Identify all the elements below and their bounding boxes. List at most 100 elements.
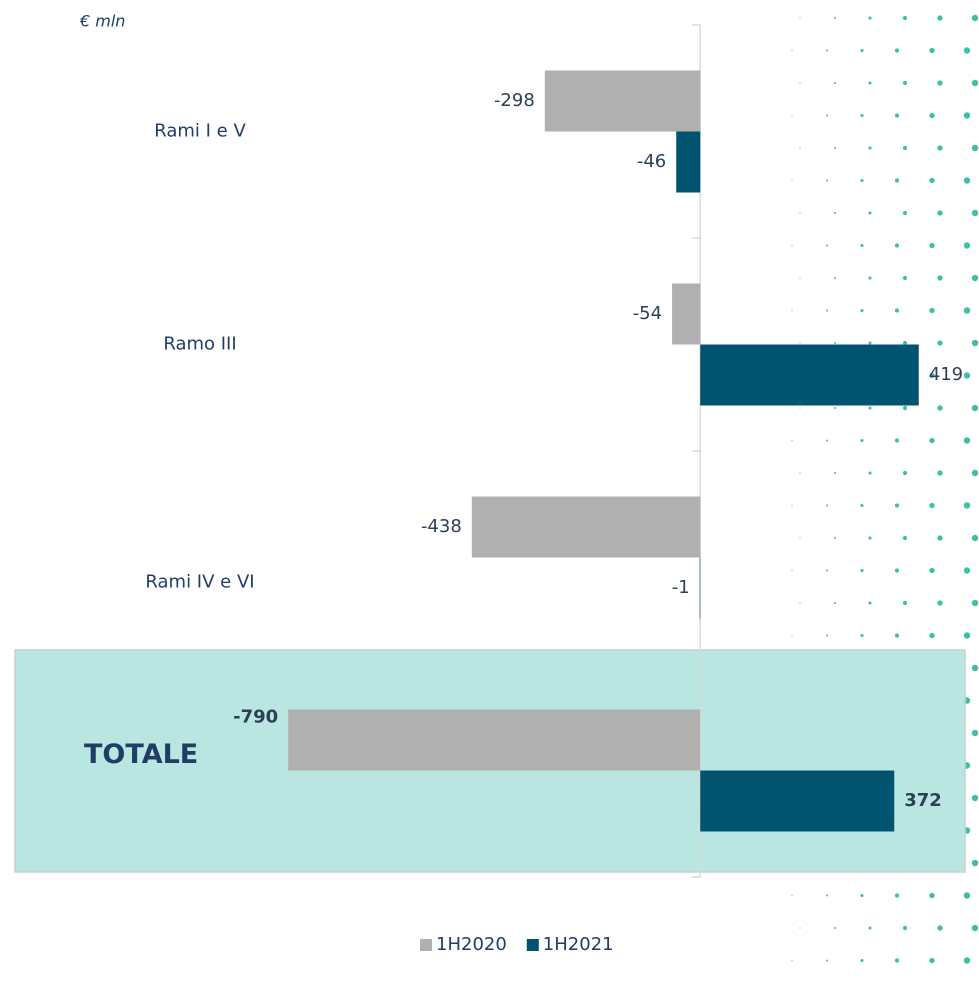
decoration-dot — [972, 470, 978, 476]
decoration-dot — [799, 537, 800, 538]
decoration-dot — [868, 146, 871, 149]
decoration-dot — [937, 210, 942, 215]
decoration-dot — [799, 407, 800, 408]
decoration-dot — [868, 601, 871, 604]
category-label: Rami IV e VI — [145, 572, 254, 593]
decoration-dot — [937, 340, 942, 345]
decoration-dot — [929, 243, 934, 248]
decoration-dot — [868, 471, 871, 474]
decoration-dot — [834, 472, 836, 474]
decoration-dot — [868, 276, 871, 279]
decoration-dot — [972, 80, 978, 86]
decoration-dot — [937, 275, 942, 280]
decoration-dot — [964, 957, 970, 963]
value-label: -438 — [421, 516, 462, 537]
decoration-dot — [860, 114, 863, 117]
value-label: 372 — [904, 790, 942, 811]
decoration-dot — [826, 180, 828, 182]
decoration-dot — [937, 80, 942, 85]
decoration-dot — [834, 82, 836, 84]
decoration-dot — [868, 341, 871, 344]
decoration-dot — [799, 602, 800, 603]
decoration-dot — [929, 48, 934, 53]
decoration-dot — [860, 959, 863, 962]
decoration-dot — [937, 15, 942, 20]
legend-label: 1H2020 — [436, 934, 507, 955]
decoration-dot — [903, 211, 907, 215]
decoration-dot — [895, 308, 899, 312]
decoration-dot — [929, 113, 934, 118]
decoration-dot — [826, 895, 828, 897]
decoration-dot — [964, 502, 970, 508]
decoration-dot — [791, 115, 792, 116]
decoration-dot — [972, 860, 978, 866]
decoration-dot — [826, 570, 828, 572]
decoration-dot — [826, 50, 828, 52]
decoration-dot — [799, 277, 800, 278]
decoration-dot — [964, 112, 970, 118]
decoration-dot — [791, 505, 792, 506]
decoration-dot — [799, 927, 800, 928]
decoration-dot — [860, 309, 863, 312]
decoration-dot — [964, 437, 970, 443]
decoration-dot — [791, 180, 792, 181]
decoration-dot — [834, 147, 836, 149]
decoration-dot — [964, 632, 970, 638]
decoration-dot — [972, 535, 978, 541]
decoration-dot — [937, 600, 942, 605]
legend-swatch — [527, 939, 539, 951]
bar — [700, 771, 894, 832]
decoration-dot — [791, 960, 792, 961]
decoration-dot — [929, 633, 934, 638]
decoration-dot — [791, 50, 792, 51]
decoration-dot — [929, 503, 934, 508]
bar — [545, 71, 700, 132]
decoration-dot — [826, 310, 828, 312]
decoration-dot — [964, 567, 970, 573]
category-label: TOTALE — [84, 739, 198, 770]
decoration-dot — [929, 568, 934, 573]
bar — [676, 132, 700, 193]
decoration-dot — [834, 407, 836, 409]
decoration-dot — [903, 471, 907, 475]
bar — [700, 558, 701, 619]
decoration-dot — [826, 635, 828, 637]
decoration-dot — [799, 342, 800, 343]
decoration-dot — [895, 48, 899, 52]
decoration-dot — [791, 895, 792, 896]
decoration-dot — [826, 115, 828, 117]
decoration-dot — [791, 310, 792, 311]
decoration-dot — [964, 307, 970, 313]
decoration-dot — [972, 145, 978, 151]
bar — [672, 284, 700, 345]
decoration-dot — [964, 242, 970, 248]
decoration-dot — [834, 602, 836, 604]
decoration-dot — [903, 536, 907, 540]
bar — [700, 345, 919, 406]
decoration-dot — [903, 601, 907, 605]
bar — [472, 497, 700, 558]
decoration-dot — [860, 569, 863, 572]
decoration-dot — [972, 600, 978, 606]
decoration-dot — [868, 81, 871, 84]
decoration-dot — [937, 925, 942, 930]
decoration-dot — [937, 145, 942, 150]
decoration-dot — [895, 503, 899, 507]
decoration-dot — [791, 635, 792, 636]
decoration-dot — [903, 926, 907, 930]
decoration-dot — [972, 15, 978, 21]
decoration-dot — [895, 113, 899, 117]
decoration-dot — [799, 82, 800, 83]
decoration-dot — [972, 210, 978, 216]
decoration-dot — [929, 893, 934, 898]
decoration-dot — [834, 927, 836, 929]
chart: € mln Rami I e V-298-46Ramo III-54419Ram… — [0, 0, 979, 983]
value-label: -298 — [494, 90, 535, 111]
decoration-dot — [791, 570, 792, 571]
decoration-dot — [964, 372, 970, 378]
decoration-dot — [895, 958, 899, 962]
decoration-dot — [937, 535, 942, 540]
unit-label: € mln — [79, 12, 125, 31]
value-label: -46 — [637, 151, 666, 172]
decoration-dot — [903, 16, 907, 20]
